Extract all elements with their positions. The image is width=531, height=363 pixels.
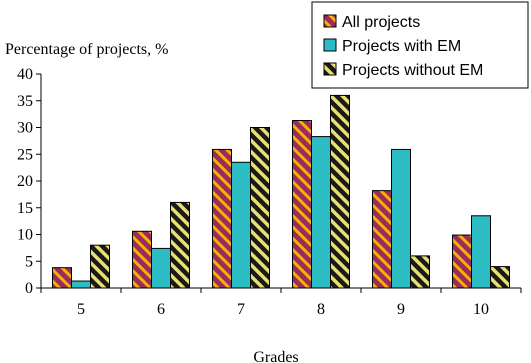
bar-with-em [151,247,171,289]
plot-area: 0 5 10 15 20 25 30 35 40 5 6 7 8 9 10 [17,66,522,318]
y-tick-label: 0 [25,280,33,297]
bar-all-projects [292,120,312,289]
legend-label: All projects [342,14,420,31]
x-tick-label: 5 [77,301,85,318]
bar-without-em [410,255,430,289]
x-tick-label: 6 [157,301,165,318]
bar-with-em [471,215,491,289]
x-tick-label: 8 [317,301,325,318]
bar-with-em [391,148,411,289]
legend-swatch [323,38,337,52]
bar-all-projects [212,148,232,289]
y-tick-label: 25 [17,146,33,163]
y-tick-label: 15 [17,200,33,217]
legend-label: Projects with EM [342,38,461,55]
legend-swatch [323,62,337,76]
legend-label: Projects without EM [342,62,483,79]
bar-all-projects [372,190,392,289]
x-tick-label: 9 [397,301,405,318]
y-tick-label: 30 [17,120,33,137]
bar-all-projects [52,267,72,289]
legend: All projects Projects with EM Projects wit… [311,1,529,89]
bar-with-em [71,280,91,289]
bar-without-em [330,94,350,289]
x-tick-label: 7 [237,301,245,318]
y-tick-label: 10 [17,227,33,244]
y-axis-label: Percentage of projects, % [5,41,168,58]
bar-without-em [170,201,190,289]
y-tick-label: 35 [17,93,33,110]
bar-with-em [231,161,251,289]
y-tick-label: 40 [17,66,33,83]
legend-box [311,1,529,89]
bar-all-projects [132,230,152,289]
bar-all-projects [452,234,472,289]
legend-swatch [323,14,337,28]
x-axis-label: Grades [253,349,298,363]
x-tick-label: 10 [473,301,489,318]
y-tick-label: 20 [17,173,33,190]
bar-without-em [90,244,110,289]
bar-with-em [311,136,331,289]
bar-without-em [490,266,510,289]
y-tick-label: 5 [25,253,33,270]
bar-without-em [250,127,270,289]
